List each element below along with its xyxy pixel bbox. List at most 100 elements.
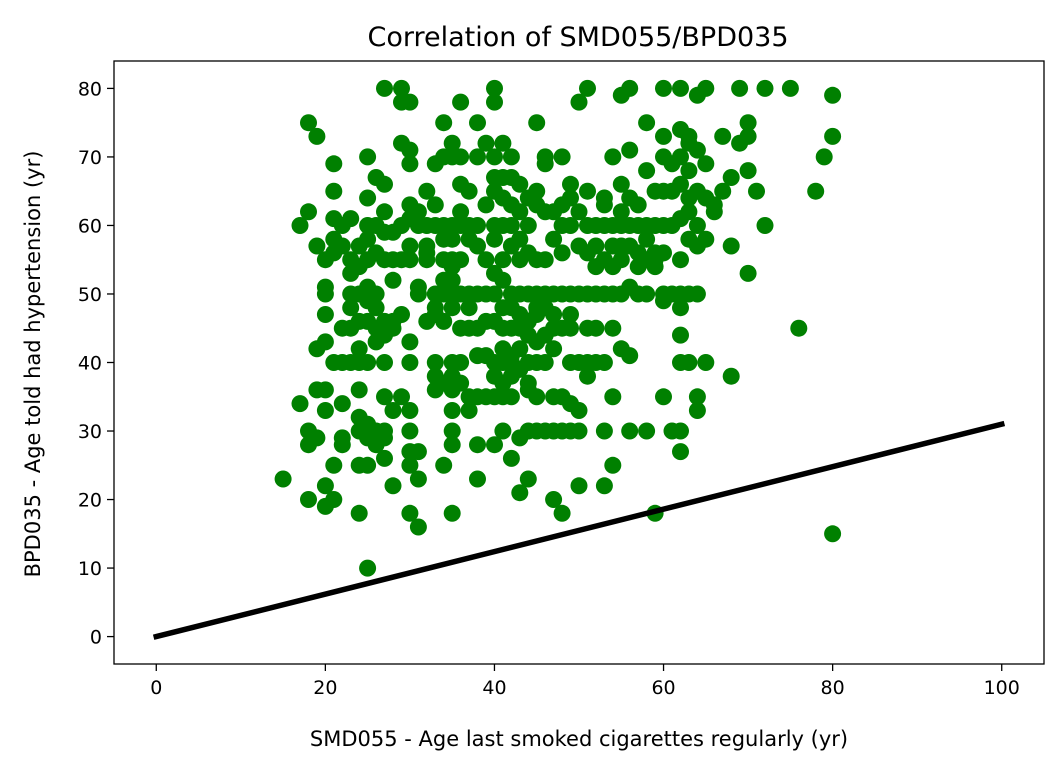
data-point xyxy=(359,230,377,248)
data-point xyxy=(316,381,334,399)
data-point xyxy=(519,217,537,234)
data-point xyxy=(545,230,563,248)
data-point xyxy=(376,175,393,193)
x-tick-label: 60 xyxy=(651,677,675,699)
data-point xyxy=(325,456,343,474)
data-point xyxy=(536,251,554,269)
data-point xyxy=(519,470,537,488)
data-point xyxy=(486,285,503,303)
data-point xyxy=(494,271,512,289)
data-point xyxy=(274,470,292,488)
data-point xyxy=(672,326,689,344)
y-tick-label: 10 xyxy=(78,558,102,580)
data-point xyxy=(570,93,588,111)
data-point xyxy=(739,264,757,282)
data-point xyxy=(722,367,740,385)
data-point xyxy=(376,388,393,406)
data-point xyxy=(595,196,613,214)
data-point xyxy=(443,504,461,522)
data-point xyxy=(562,217,579,234)
data-point xyxy=(672,251,689,269)
data-point xyxy=(291,395,309,413)
data-point xyxy=(688,285,706,303)
x-tick-label: 40 xyxy=(482,677,506,699)
data-point xyxy=(325,155,343,173)
data-point xyxy=(579,79,596,97)
data-point xyxy=(756,217,774,234)
data-point xyxy=(401,456,419,474)
data-point xyxy=(579,367,596,385)
data-point xyxy=(511,203,529,221)
data-point xyxy=(333,395,351,413)
data-point xyxy=(409,518,427,536)
data-point xyxy=(452,93,470,111)
data-point xyxy=(384,271,402,289)
data-point xyxy=(739,127,757,145)
data-point xyxy=(325,491,343,508)
data-point xyxy=(342,299,360,317)
ticks-layer: 0 20 40 60 80 100 0 10 20 30 40 50 60 70 80 xyxy=(78,78,1020,699)
data-point xyxy=(562,175,579,193)
data-point xyxy=(443,422,461,440)
data-point xyxy=(545,340,563,358)
data-point xyxy=(570,402,588,419)
data-point xyxy=(452,251,470,269)
data-point xyxy=(621,141,639,159)
data-point xyxy=(680,203,698,221)
data-point xyxy=(570,477,588,495)
data-point xyxy=(807,182,825,200)
data-point xyxy=(452,354,470,371)
data-point xyxy=(367,285,385,303)
data-point xyxy=(477,196,495,214)
data-point xyxy=(672,299,689,317)
data-point xyxy=(452,374,470,392)
data-point xyxy=(511,340,529,358)
data-point xyxy=(672,175,689,193)
data-point xyxy=(308,237,326,255)
data-point xyxy=(621,79,639,97)
data-point xyxy=(612,203,630,221)
data-point xyxy=(655,244,672,262)
data-point xyxy=(393,79,410,97)
data-point xyxy=(672,443,689,461)
data-point xyxy=(646,258,664,276)
x-tick-label: 20 xyxy=(313,677,337,699)
data-point xyxy=(511,175,529,193)
data-point xyxy=(443,134,461,152)
trend-line xyxy=(152,420,1006,640)
data-point xyxy=(359,354,377,371)
data-point xyxy=(739,162,757,180)
data-point xyxy=(502,388,520,406)
y-axis-label: BPD035 - Age told had hypertension (yr) xyxy=(21,151,45,578)
data-point xyxy=(494,251,512,269)
y-tick-label: 50 xyxy=(78,284,102,306)
data-point xyxy=(688,402,706,419)
data-point xyxy=(409,470,427,488)
data-point xyxy=(824,86,842,104)
data-point xyxy=(486,436,503,454)
data-point xyxy=(376,449,393,467)
data-point xyxy=(562,306,579,323)
data-point xyxy=(604,319,622,337)
data-point xyxy=(604,456,622,474)
data-point xyxy=(443,230,461,248)
data-point xyxy=(316,333,334,351)
y-tick-label: 0 xyxy=(90,627,102,649)
data-point xyxy=(401,422,419,440)
data-point xyxy=(553,148,571,166)
data-point xyxy=(477,134,495,152)
data-point xyxy=(545,306,563,323)
data-point xyxy=(502,449,520,467)
data-point xyxy=(511,230,529,248)
data-point xyxy=(409,285,427,303)
data-point xyxy=(477,251,495,269)
data-point xyxy=(367,299,385,317)
data-point xyxy=(570,203,588,221)
data-point xyxy=(562,319,579,337)
data-point xyxy=(401,333,419,351)
data-point xyxy=(452,203,470,221)
data-point xyxy=(486,79,503,97)
data-point xyxy=(739,114,757,132)
data-point xyxy=(655,127,672,145)
